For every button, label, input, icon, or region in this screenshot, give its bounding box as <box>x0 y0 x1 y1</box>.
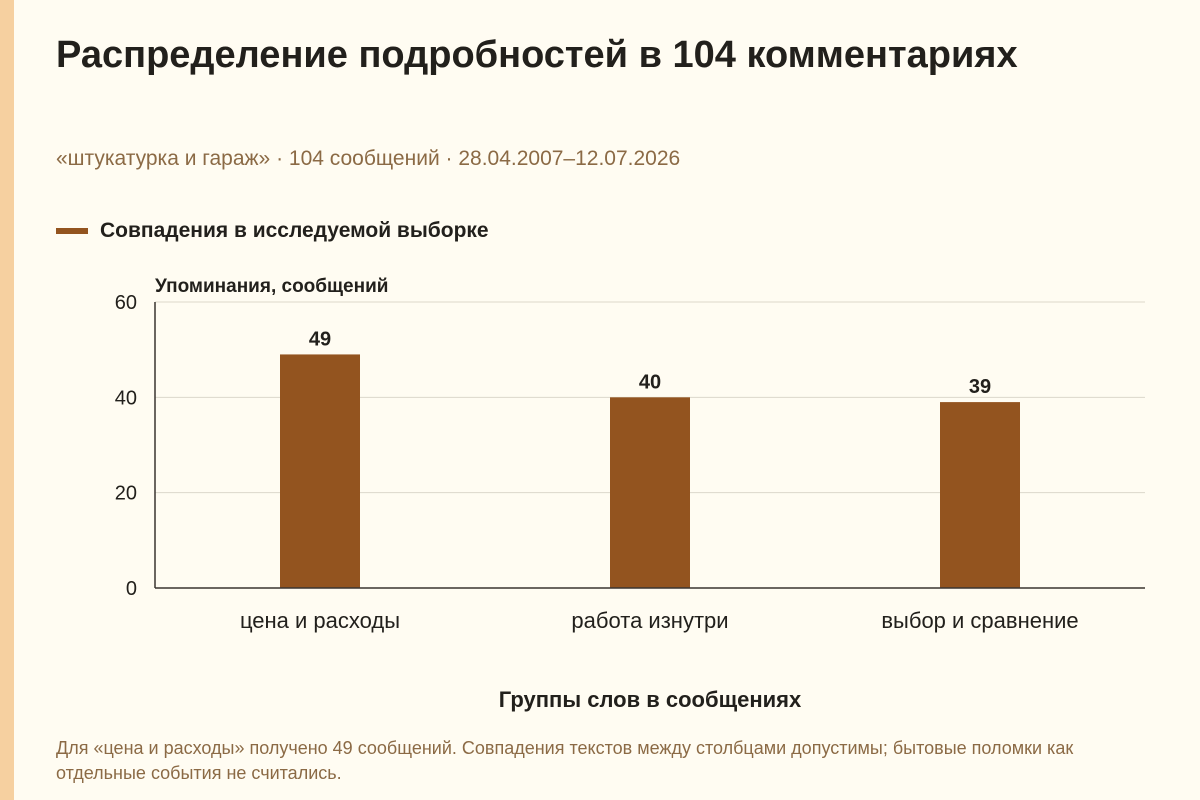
data-label: 49 <box>309 328 331 350</box>
y-axis-title: Упоминания, сообщений <box>155 276 388 297</box>
bar <box>280 354 360 588</box>
x-tick-labels: цена и расходы работа изнутри выбор и срав… <box>240 608 1079 633</box>
data-label: 39 <box>969 376 991 398</box>
data-label: 40 <box>639 371 661 393</box>
legend-swatch <box>56 228 88 234</box>
legend-label: Совпадения в исследуемой выборке <box>100 219 489 242</box>
bars <box>280 354 1020 588</box>
y-tick-label: 40 <box>115 387 137 409</box>
x-tick-label: работа изнутри <box>571 608 728 633</box>
accent-strip <box>0 0 14 800</box>
y-tick-label: 20 <box>115 483 137 505</box>
legend: Совпадения в исследуемой выборке <box>56 219 489 243</box>
bar <box>610 397 690 588</box>
chart-subtitle: «штукатурка и гараж» · 104 сообщений · 2… <box>56 147 681 170</box>
y-tick-labels: 0 20 40 60 <box>115 292 137 600</box>
data-labels: 49 40 39 <box>309 328 991 398</box>
chart-footnote: Для «цена и расходы» получено 49 сообщен… <box>56 738 1074 783</box>
x-axis-title: Группы слов в сообщениях <box>499 687 802 712</box>
y-tick-label: 0 <box>126 578 137 600</box>
x-tick-label: выбор и сравнение <box>881 608 1078 633</box>
chart-title: Распределение подробностей в 104 коммент… <box>56 34 1018 76</box>
x-tick-label: цена и расходы <box>240 608 400 633</box>
y-tick-label: 60 <box>115 292 137 314</box>
bar <box>940 402 1020 588</box>
